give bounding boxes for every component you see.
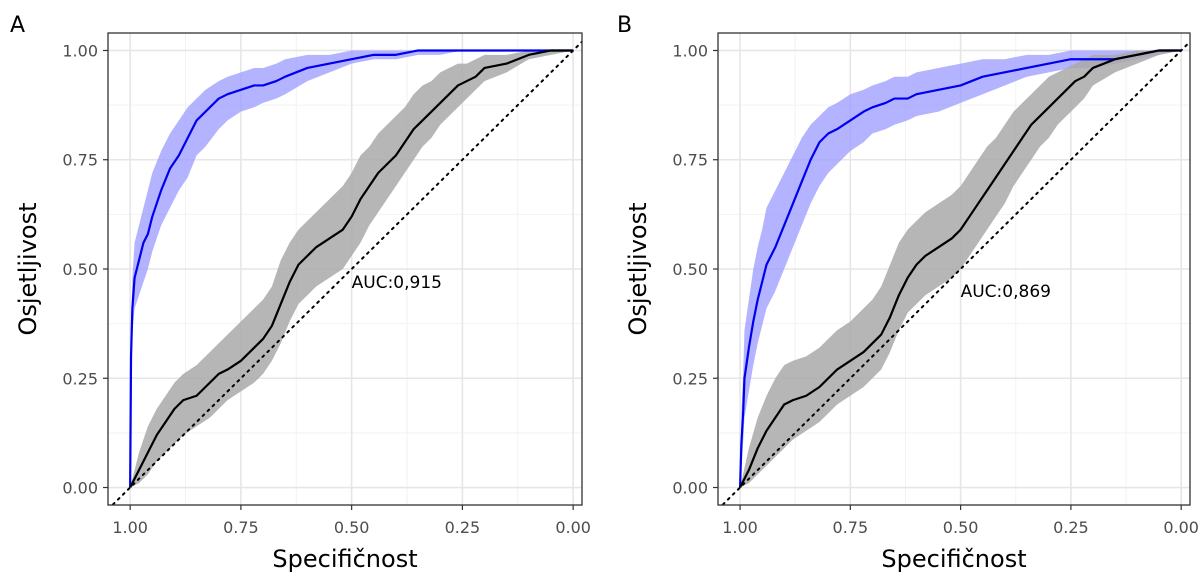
- reference-diagonal: [111, 40, 582, 505]
- x-tick-label: 0.00: [555, 518, 591, 537]
- roc-panel-b: 1.00 0.75 0.50 0.25 0.00 0.00 0.25 0.50 0.75 1.00…: [617, 13, 1199, 573]
- y-tick-label: 0.00: [62, 479, 98, 498]
- plot-layer-b: [718, 33, 1190, 505]
- x-tick-label: 0.25: [1053, 518, 1089, 537]
- auc-annotation: AUC:0,869: [961, 282, 1051, 302]
- panel-letter: A: [10, 13, 25, 38]
- y-tick-label: 1.00: [672, 41, 708, 60]
- roc-curve-2: [739, 49, 1182, 489]
- y-tick-label: 1.00: [62, 41, 98, 60]
- y-tick-label: 0.75: [672, 151, 708, 170]
- x-tick-label: 0.25: [445, 518, 481, 537]
- reference-diagonal: [720, 40, 1190, 505]
- y-tick-label: 0.25: [672, 369, 708, 388]
- y-tick-label: 0.50: [62, 260, 98, 279]
- y-tick-label: 0.00: [672, 479, 708, 498]
- x-tick-label: 1.00: [112, 518, 148, 537]
- x-tick-label: 0.50: [334, 518, 370, 537]
- y-axis-title: Osjetljivost: [624, 202, 652, 335]
- roc-curve-1: [738, 49, 1182, 488]
- x-tick-label: 0.75: [833, 518, 869, 537]
- x-tick-label: 0.50: [943, 518, 979, 537]
- y-tick-label: 0.75: [62, 151, 98, 170]
- x-axis-title: Specifičnost: [881, 545, 1026, 573]
- confidence-band-2: [130, 50, 574, 488]
- plot-layer-a: [108, 33, 582, 505]
- x-tick-label: 0.00: [1163, 518, 1199, 537]
- auc-annotation: AUC:0,915: [352, 273, 442, 293]
- y-tick-label: 0.50: [672, 260, 708, 279]
- x-tick-label: 0.75: [223, 518, 259, 537]
- x-tick-label: 1.00: [722, 518, 758, 537]
- panel-letter: B: [617, 13, 632, 38]
- roc-curve-2: [129, 49, 574, 489]
- x-axis-title: Specifičnost: [272, 545, 417, 573]
- y-axis-title: Osjetljivost: [14, 202, 42, 335]
- roc-panel-a: 1.00 0.75 0.50 0.25 0.00 0.00 0.25 0.50 0.75 1.00…: [10, 13, 591, 573]
- roc-curve-1: [129, 49, 574, 488]
- confidence-band-2: [740, 50, 1182, 488]
- y-tick-label: 0.25: [62, 369, 98, 388]
